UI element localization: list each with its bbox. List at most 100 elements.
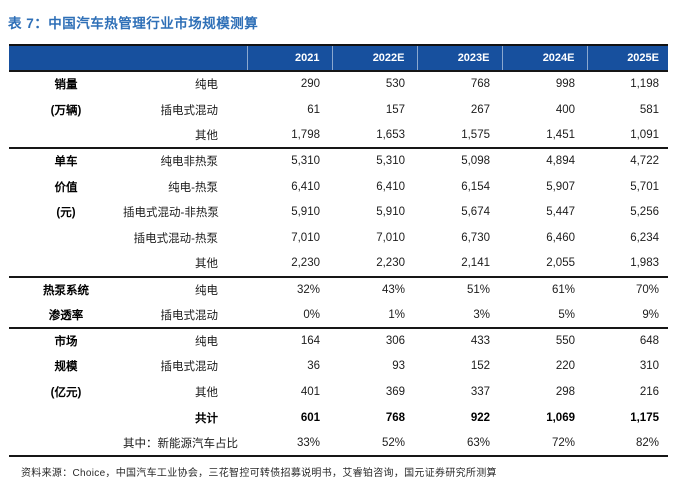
row-sub-label: 纯电	[123, 275, 247, 303]
cell-value: 922	[470, 411, 490, 424]
cell-value: 7,010	[376, 231, 405, 244]
cell-value: 32%	[247, 275, 332, 303]
cell-value: 1,653	[376, 128, 405, 141]
cell-value: 369	[385, 386, 405, 399]
table-row: (万辆) 插电式混动 61 157 267 400 581	[9, 97, 668, 123]
cell-value: 5,310	[332, 147, 417, 174]
row-group-label: 单车	[9, 147, 123, 174]
year-column-header: 2024E	[501, 44, 587, 71]
cell-value: 61%	[502, 275, 587, 303]
cell-value: 0%	[303, 308, 320, 321]
cell-value: 51%	[417, 275, 502, 303]
cell-value: 70%	[587, 275, 668, 303]
cell-value: 220	[555, 360, 575, 373]
year-column-header: 2021	[246, 44, 332, 71]
cell-value: 2,230	[291, 257, 320, 270]
row-sub-label: 纯电	[123, 70, 247, 97]
header-spacer	[9, 44, 247, 71]
table-body: 销量 纯电 290 530 768 998 1,198 (万辆) 插电式混动 61 157 267 40…	[9, 70, 668, 458]
cell-value: 6,154	[461, 180, 490, 193]
cell-value: 1,091	[630, 128, 659, 141]
cell-value: 216	[639, 386, 659, 399]
row-sub-label: 纯电	[123, 326, 247, 354]
cell-value: 5,907	[546, 180, 575, 193]
cell-value: 2,141	[461, 257, 490, 270]
row-group-label: 销量	[9, 70, 123, 97]
cell-value: 1,983	[630, 257, 659, 270]
table-row: (亿元) 其他 401 369 337 298 216	[9, 379, 668, 405]
cell-value: 63%	[417, 430, 502, 458]
cell-value: 2,055	[546, 257, 575, 270]
cell-value: 5%	[558, 308, 575, 321]
cell-value: 33%	[247, 430, 332, 458]
cell-value: 768	[417, 70, 502, 97]
cell-value: 164	[247, 326, 332, 354]
row-group-label	[9, 405, 123, 431]
row-group-label	[9, 430, 123, 458]
cell-value: 5,447	[546, 206, 575, 219]
cell-value: 72%	[502, 430, 587, 458]
row-sub-label: 其中：新能源汽车占比	[123, 430, 247, 458]
row-group-label	[9, 122, 123, 148]
row-sub-label: 插电式混动-热泵	[133, 232, 218, 245]
cell-value: 5,910	[291, 206, 320, 219]
year-column-header: 2025E	[586, 44, 668, 71]
row-sub-label: 插电式混动-非热泵	[123, 207, 219, 220]
cell-value: 5,674	[461, 206, 490, 219]
row-group-label: (亿元)	[50, 387, 82, 400]
cell-value: 52%	[332, 430, 417, 458]
cell-value: 310	[639, 360, 659, 373]
cell-value: 3%	[473, 308, 490, 321]
cell-value: 768	[385, 411, 405, 424]
cell-value: 2,230	[376, 257, 405, 270]
table-row: 规模 插电式混动 36 93 152 220 310	[9, 354, 668, 380]
cell-value: 401	[300, 386, 320, 399]
cell-value: 6,730	[461, 231, 490, 244]
row-group-label: 价值	[54, 181, 78, 194]
row-sub-label: 共计	[195, 412, 218, 425]
cell-value: 306	[332, 326, 417, 354]
table-row: 其他 2,230 2,230 2,141 2,055 1,983	[9, 251, 668, 277]
cell-value: 6,234	[630, 231, 659, 244]
cell-value: 1,198	[587, 70, 668, 97]
table-row: 插电式混动-热泵 7,010 7,010 6,730 6,460 6,234	[9, 225, 668, 251]
cell-value: 6,410	[291, 180, 320, 193]
row-group-label: 渗透率	[48, 309, 84, 322]
market-size-table: 2021 2022E 2023E 2024E 2025E 销量 纯电 290 530 7…	[9, 44, 668, 458]
cell-value: 6,460	[546, 231, 575, 244]
cell-value: 1,175	[630, 411, 659, 424]
cell-value: 9%	[642, 308, 659, 321]
cell-value: 5,098	[417, 147, 502, 174]
row-group-label: 规模	[54, 361, 78, 374]
year-column-header: 2023E	[416, 44, 502, 71]
cell-value: 1,798	[291, 128, 320, 141]
cell-value: 267	[470, 103, 490, 116]
row-sub-label: 其他	[195, 387, 218, 400]
table-row: 销量 纯电 290 530 768 998 1,198	[9, 70, 668, 97]
cell-value: 1,451	[546, 128, 575, 141]
cell-value: 550	[502, 326, 587, 354]
row-group-label: (元)	[56, 207, 76, 220]
row-sub-label: 纯电-热泵	[168, 181, 218, 194]
table-title: 表 7：中国汽车热管理行业市场规模测算	[8, 16, 259, 31]
cell-value: 298	[555, 386, 575, 399]
table-row: 共计 601 768 922 1,069 1,175	[9, 405, 668, 431]
cell-value: 337	[470, 386, 490, 399]
row-sub-label: 其他	[195, 258, 218, 271]
cell-value: 36	[307, 360, 320, 373]
row-group-label	[9, 251, 123, 277]
cell-value: 1%	[388, 308, 405, 321]
row-group-label	[9, 225, 123, 251]
research-report-table-page: 表 7：中国汽车热管理行业市场规模测算 2021 2022E 2023E 202…	[0, 15, 677, 501]
cell-value: 433	[417, 326, 502, 354]
table-header-row: 2021 2022E 2023E 2024E 2025E	[9, 44, 668, 71]
cell-value: 43%	[332, 275, 417, 303]
cell-value: 290	[247, 70, 332, 97]
table-row: 其他 1,798 1,653 1,575 1,451 1,091	[9, 122, 668, 148]
cell-value: 400	[555, 103, 575, 116]
cell-value: 4,894	[502, 147, 587, 174]
table-row: 单车 纯电非热泵 5,310 5,310 5,098 4,894 4,722	[9, 147, 668, 174]
cell-value: 82%	[587, 430, 668, 458]
table-row: (元) 插电式混动-非热泵 5,910 5,910 5,674 5,447 5,256	[9, 199, 668, 225]
source-note: 资料来源：Choice，中国汽车工业协会，三花智控可转债招募说明书，艾睿铂咨询，…	[21, 468, 497, 480]
